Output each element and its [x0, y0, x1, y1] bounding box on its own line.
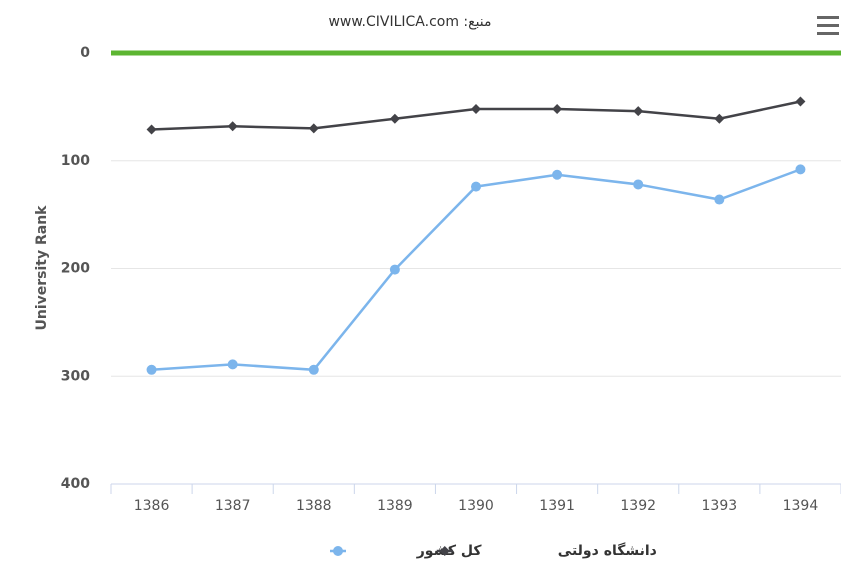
- series: [146, 96, 806, 135]
- x-tick-label: 1390: [458, 498, 494, 514]
- point: [714, 194, 725, 205]
- point: [333, 546, 343, 556]
- x-tick-label: 1391: [539, 498, 575, 514]
- menu-button[interactable]: [817, 16, 839, 35]
- menu-bar: [817, 32, 839, 35]
- legend-label: دانشگاه دولتی: [558, 542, 657, 559]
- x-tick-label: 1389: [377, 498, 413, 514]
- x-tick-label: 1392: [620, 498, 656, 514]
- x-tick-label: 1394: [783, 498, 819, 514]
- point: [389, 113, 400, 124]
- y-tick-label: 100: [61, 153, 90, 169]
- point: [552, 104, 563, 115]
- y-axis-label: University Rank: [34, 205, 50, 331]
- x-tick-label: 1386: [134, 498, 170, 514]
- point: [471, 104, 481, 115]
- point: [146, 124, 157, 135]
- y-tick-label: 300: [61, 368, 90, 384]
- point: [308, 364, 319, 375]
- point: [308, 123, 319, 134]
- x-tick-label: 1388: [296, 498, 332, 514]
- chart-title: منبع: www.CIVILICA.com: [328, 14, 491, 30]
- point: [795, 164, 806, 175]
- point: [552, 169, 563, 180]
- x-tick-label: 1393: [702, 498, 738, 514]
- x-tick-label: 1387: [215, 498, 251, 514]
- y-tick-label: 200: [61, 261, 90, 277]
- y-tick-label: 0: [80, 45, 90, 61]
- point: [389, 264, 400, 275]
- point: [227, 121, 238, 132]
- menu-bar: [817, 16, 839, 19]
- point: [146, 364, 157, 375]
- y-tick-label: 400: [61, 476, 90, 492]
- legend-item[interactable]: دانشگاه دولتی: [436, 542, 657, 559]
- point: [633, 179, 644, 190]
- point: [439, 546, 450, 556]
- point: [633, 106, 644, 117]
- point: [227, 359, 238, 370]
- point: [714, 113, 725, 124]
- point: [795, 96, 806, 107]
- point: [471, 181, 481, 192]
- menu-bar: [817, 24, 839, 27]
- series: [146, 164, 806, 375]
